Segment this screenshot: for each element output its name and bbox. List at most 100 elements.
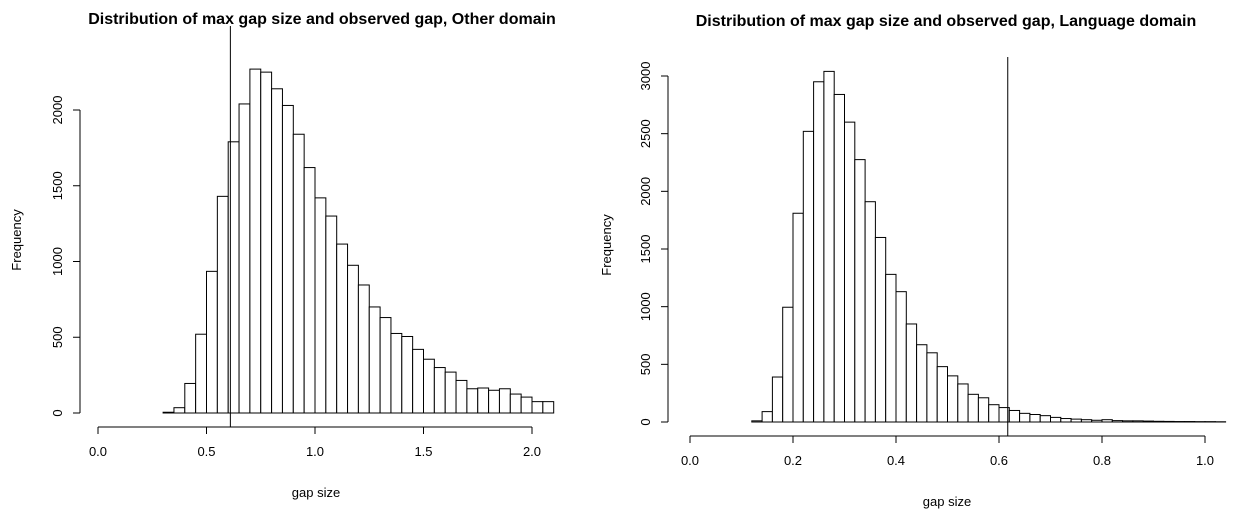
right-histogram-bar xyxy=(1101,419,1113,423)
left-histogram-bar xyxy=(195,333,207,414)
right-chart: Distribution of max gap size and observe… xyxy=(599,13,1227,509)
left-histogram-bar xyxy=(433,367,446,414)
right-histogram-bar xyxy=(833,93,846,423)
left-histogram-bar xyxy=(184,382,197,414)
right-histogram-bar xyxy=(864,201,876,423)
right-histogram-bar xyxy=(771,376,784,423)
left-chart: Distribution of max gap size and observe… xyxy=(9,11,556,500)
right-y-tick-label: 2000 xyxy=(638,177,653,206)
right-histogram-bar xyxy=(751,420,763,423)
left-histogram-bar xyxy=(281,104,294,414)
right-histogram-bar xyxy=(844,121,856,423)
left-x-tick-label: 1.0 xyxy=(306,444,324,459)
left-y-axis: 0 500 1000 1500 2000 xyxy=(50,96,81,417)
right-histogram-bar xyxy=(1122,420,1134,423)
right-histogram-bar xyxy=(1153,420,1165,423)
right-histogram-bar xyxy=(926,352,938,423)
left-histogram-bar xyxy=(444,371,457,414)
left-histogram-bar xyxy=(455,379,468,414)
right-histogram-bar xyxy=(1008,409,1021,423)
left-chart-title: Distribution of max gap size and observe… xyxy=(88,11,556,28)
right-histogram-bar xyxy=(977,397,990,423)
left-histogram-bar xyxy=(292,133,305,414)
right-histogram-bar xyxy=(1132,420,1144,423)
right-histogram-bar xyxy=(1142,420,1154,423)
right-histogram-bar xyxy=(823,70,835,423)
right-histogram-bar xyxy=(1029,414,1041,423)
left-histogram-bar xyxy=(227,141,240,414)
left-histogram-bar xyxy=(412,348,424,414)
left-histogram-bar xyxy=(325,215,338,414)
right-y-tick-label: 0 xyxy=(638,418,653,425)
right-x-tick-label: 1.0 xyxy=(1196,453,1214,468)
right-y-tick-label: 3000 xyxy=(638,62,653,91)
right-y-tick-label: 500 xyxy=(638,353,653,375)
right-histogram-bar xyxy=(854,159,866,423)
left-y-axis-title: Frequency xyxy=(9,209,24,271)
left-y-tick-label: 1000 xyxy=(50,247,65,276)
right-histogram-bar xyxy=(1163,420,1175,423)
right-histogram-bar xyxy=(957,383,969,423)
left-histogram-bar xyxy=(216,195,229,414)
left-x-tick-label: 0.0 xyxy=(89,444,107,459)
left-histogram-bar xyxy=(303,167,316,414)
right-histogram-bar xyxy=(916,344,928,423)
right-y-tick-label: 1500 xyxy=(638,235,653,264)
right-histogram-bar xyxy=(1019,412,1031,423)
right-x-tick-label: 0.2 xyxy=(784,453,802,468)
left-histogram-bar xyxy=(477,387,490,414)
right-x-tick-label: 0.4 xyxy=(887,453,905,468)
left-histogram-bar xyxy=(162,411,175,414)
right-x-tick-label: 0.8 xyxy=(1093,453,1111,468)
right-x-axis: 0.0 0.2 0.4 0.6 0.8 1.0 xyxy=(681,435,1214,468)
right-x-tick-label: 0.6 xyxy=(990,453,1008,468)
right-y-tick-label: 2500 xyxy=(638,119,653,148)
left-histogram-bar xyxy=(357,284,370,414)
left-histogram-bar xyxy=(542,401,555,414)
right-x-tick-label: 0.0 xyxy=(681,453,699,468)
left-histogram-bar xyxy=(206,270,218,414)
left-histogram-bar xyxy=(368,306,381,414)
left-histogram-bar xyxy=(260,71,273,414)
left-histogram-bar xyxy=(509,393,522,414)
right-y-tick-label: 1000 xyxy=(638,292,653,321)
left-histogram-bar xyxy=(249,68,262,414)
left-bars xyxy=(162,68,555,414)
right-y-axis-title: Frequency xyxy=(599,214,614,276)
right-histogram-bar xyxy=(761,411,773,423)
left-histogram-bar xyxy=(271,88,283,414)
right-histogram-bar xyxy=(802,130,815,423)
right-x-axis-title: gap size xyxy=(923,494,971,509)
right-chart-title: Distribution of max gap size and observe… xyxy=(696,13,1197,30)
left-histogram-bar xyxy=(423,358,435,414)
right-histogram-bar xyxy=(988,404,1000,423)
left-histogram-bar xyxy=(336,243,349,414)
right-histogram-bar xyxy=(792,212,804,423)
right-histogram-bar xyxy=(885,273,897,423)
right-histogram-bar xyxy=(1080,419,1093,423)
left-x-tick-label: 0.5 xyxy=(197,444,215,459)
left-x-axis: 0.0 0.5 1.0 1.5 2.0 xyxy=(89,426,541,459)
right-histogram-bar xyxy=(895,291,907,423)
right-histogram-bar xyxy=(967,393,979,423)
left-y-tick-label: 1500 xyxy=(50,171,65,200)
left-histogram-bar xyxy=(379,317,392,414)
left-histogram-bar xyxy=(531,401,544,414)
left-histogram-bar xyxy=(466,388,479,414)
right-histogram-bar xyxy=(1039,415,1051,423)
right-histogram-bar xyxy=(874,236,887,423)
left-x-tick-label: 2.0 xyxy=(523,444,541,459)
left-histogram-bar xyxy=(314,197,327,414)
left-histogram-bar xyxy=(498,388,511,414)
left-y-tick-label: 0 xyxy=(50,409,65,416)
left-histogram-bar xyxy=(520,396,533,414)
left-histogram-bar xyxy=(488,389,500,414)
right-histogram-bar xyxy=(813,81,825,423)
left-y-tick-label: 2000 xyxy=(50,96,65,125)
left-histogram-bar xyxy=(390,332,403,414)
left-histogram-bar xyxy=(401,335,414,414)
left-y-tick-label: 500 xyxy=(50,326,65,348)
right-histogram-bar xyxy=(936,366,949,423)
left-x-tick-label: 1.5 xyxy=(414,444,432,459)
